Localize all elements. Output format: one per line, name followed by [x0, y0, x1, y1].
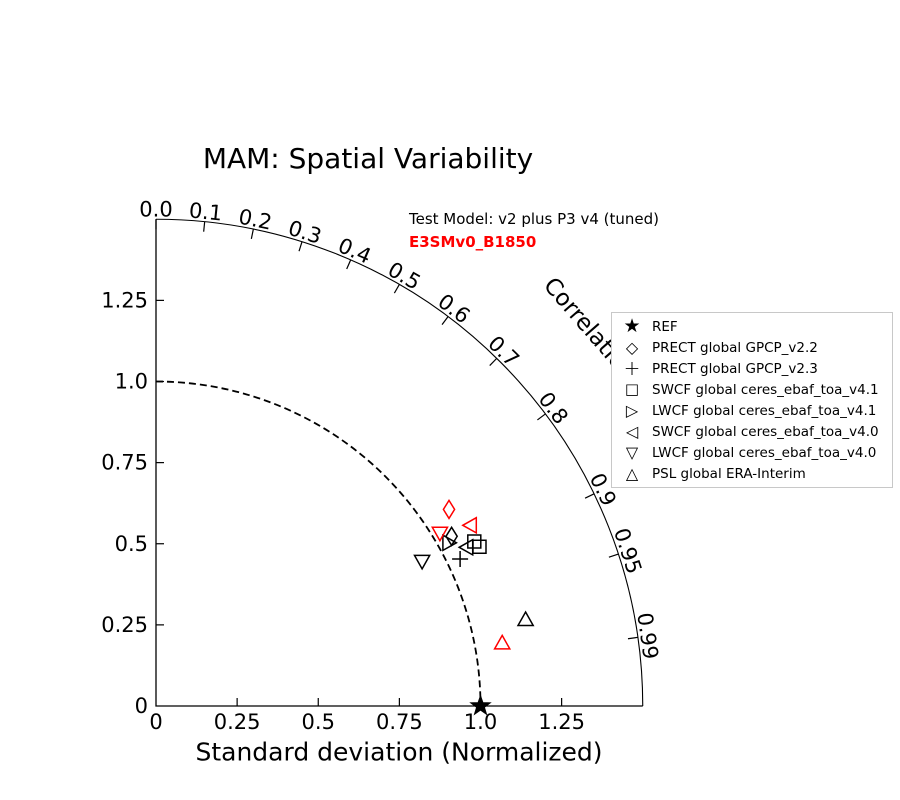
- data-point-triangle_down: [413, 554, 431, 571]
- y-tick-label: 0: [135, 694, 148, 718]
- x-tick-label: 0: [149, 710, 162, 734]
- correlation-tick: [250, 228, 254, 240]
- correlation-tick-label: 0.5: [384, 257, 425, 294]
- legend-item-label: SWCF global ceres_ebaf_toa_v4.0: [652, 423, 879, 440]
- correlation-tick: [346, 259, 352, 270]
- legend-item-label: SWCF global ceres_ebaf_toa_v4.1: [652, 381, 879, 398]
- correlation-tick-label: 0.4: [334, 233, 374, 268]
- data-point-square: [467, 534, 482, 549]
- legend-item-label: PRECT global GPCP_v2.3: [652, 360, 818, 377]
- x-tick-label: 1.0: [464, 710, 497, 734]
- chart-title: MAM: Spatial Variability: [202, 142, 534, 175]
- legend-box: ★ REF ◇ PRECT global GPCP_v2.2 + PRECT global…: [611, 312, 893, 488]
- correlation-tick: [537, 413, 546, 421]
- legend-item: ◁ SWCF global ceres_ebaf_toa_v4.0: [612, 421, 892, 442]
- data-point-triangle_up: [493, 633, 512, 650]
- x-axis-label: Standard deviation (Normalized): [195, 738, 602, 767]
- correlation-tick-label: 0.3: [285, 216, 324, 249]
- data-point-triangle_down: [431, 526, 449, 543]
- legend-item-label: LWCF global ceres_ebaf_toa_v4.1: [652, 402, 877, 419]
- correlation-tick-label: 0.0: [139, 198, 172, 222]
- correlation-tick: [393, 284, 400, 294]
- triangle_up-icon: △: [625, 464, 639, 483]
- x-tick-label: 0.5: [302, 710, 335, 734]
- legend-item-label: LWCF global ceres_ebaf_toa_v4.0: [652, 444, 877, 461]
- ref-std-arc: [155, 380, 482, 707]
- correlation-tick-label: 0.2: [237, 204, 275, 234]
- data-point-thin_diamond: [442, 498, 456, 520]
- x-tick-label: 1.25: [538, 710, 585, 734]
- correlation-tick-label: 0.1: [188, 198, 224, 225]
- reference-model-annotation: E3SMv0_B1850: [409, 233, 537, 251]
- correlation-tick-label: 0.7: [483, 331, 524, 372]
- test-model-annotation: Test Model: v2 plus P3 v4 (tuned): [409, 210, 660, 228]
- correlation-tick-label: 0.99: [632, 611, 662, 661]
- correlation-tick: [627, 636, 638, 640]
- correlation-tick-label: 0.95: [609, 525, 646, 577]
- correlation-arc: [155, 218, 644, 707]
- legend-item-label: REF: [652, 318, 678, 335]
- legend-item-label: PRECT global GPCP_v2.2: [652, 339, 818, 356]
- legend-item: ★ REF: [612, 316, 892, 337]
- triangle_right-icon: ▷: [625, 401, 639, 420]
- legend-item-label: PSL global ERA-Interim: [652, 465, 806, 482]
- legend-item: + PRECT global GPCP_v2.3: [612, 358, 892, 379]
- y-tick-label: 1.0: [115, 370, 148, 394]
- correlation-tick: [584, 493, 595, 499]
- data-point-triangle_left: [457, 538, 474, 557]
- x-tick-label: 0.75: [376, 710, 423, 734]
- data-point-triangle_right: [442, 533, 458, 552]
- plus-icon: +: [623, 356, 641, 380]
- legend-item: ◇ PRECT global GPCP_v2.2: [612, 337, 892, 358]
- correlation-tick-label: 0.6: [433, 289, 474, 328]
- legend-item: △ PSL global ERA-Interim: [612, 463, 892, 484]
- data-point-triangle_left: [461, 516, 478, 535]
- correlation-tick: [298, 241, 303, 252]
- triangle_left-icon: ◁: [625, 422, 639, 441]
- data-point-triangle_up: [516, 610, 535, 627]
- y-tick-label: 1.25: [101, 288, 148, 312]
- y-tick-label: 0.25: [101, 613, 148, 637]
- square-icon: □: [624, 380, 640, 398]
- thin_diamond-icon: ◇: [625, 338, 639, 357]
- star-icon: ★: [623, 315, 641, 337]
- data-point-square: [472, 539, 487, 554]
- x-tick-label: 0.25: [214, 710, 261, 734]
- data-point-plus: [452, 551, 469, 567]
- correlation-tick: [489, 357, 498, 366]
- legend-item: □ SWCF global ceres_ebaf_toa_v4.1: [612, 379, 892, 400]
- triangle_down-icon: ▽: [625, 443, 639, 462]
- correlation-tick-label: 0.8: [534, 388, 573, 429]
- correlation-tick: [441, 316, 449, 325]
- legend-item: ▷ LWCF global ceres_ebaf_toa_v4.1: [612, 400, 892, 421]
- data-point-star: [469, 694, 492, 716]
- correlation-tick: [203, 221, 206, 232]
- correlation-tick: [608, 553, 619, 558]
- y-tick-label: 0.5: [115, 532, 148, 556]
- y-tick-label: 0.75: [101, 451, 148, 475]
- legend-item: ▽ LWCF global ceres_ebaf_toa_v4.0: [612, 442, 892, 463]
